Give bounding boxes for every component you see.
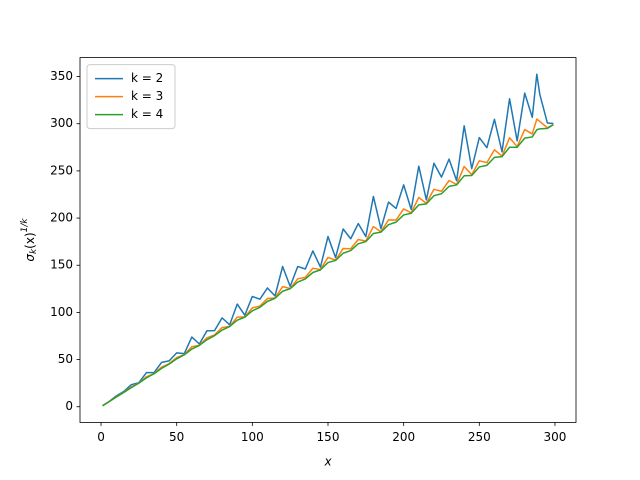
y-tick-label: 50 [58, 352, 73, 366]
y-tick-label: 150 [50, 258, 73, 272]
y-axis-title-sub: k [29, 248, 39, 254]
x-tick-label: 250 [468, 430, 491, 444]
legend: k = 2 k = 3 k = 4 [86, 64, 176, 130]
y-axis-title-base: σ [23, 254, 37, 262]
x-tick-label: 0 [97, 430, 105, 444]
y-axis-title: σk(x)1/k [20, 218, 39, 262]
x-tick-label: 150 [317, 430, 340, 444]
y-tick-label: 300 [50, 116, 73, 130]
x-tick-label: 100 [241, 430, 264, 444]
plot-frame [79, 57, 577, 423]
series-line [102, 124, 554, 407]
y-axis-title-mid: (x) [23, 232, 37, 248]
y-axis-title-sup: 1/k [20, 218, 30, 233]
y-tick-label: 100 [50, 305, 73, 319]
y-tick-label: 250 [50, 163, 73, 177]
y-tick-label: 350 [50, 69, 73, 83]
series-line [102, 73, 554, 407]
x-tick-label: 200 [392, 430, 415, 444]
x-axis-title: x [323, 455, 332, 469]
legend-label: k = 4 [131, 107, 163, 121]
y-tick-label: 200 [50, 211, 73, 225]
x-tick-label: 50 [169, 430, 184, 444]
legend-label: k = 2 [131, 71, 163, 85]
legend-label: k = 3 [131, 89, 163, 103]
y-tick-label: 0 [65, 399, 73, 413]
x-tick-label: 300 [544, 430, 567, 444]
series-line [102, 118, 554, 407]
legend-box [86, 64, 176, 130]
